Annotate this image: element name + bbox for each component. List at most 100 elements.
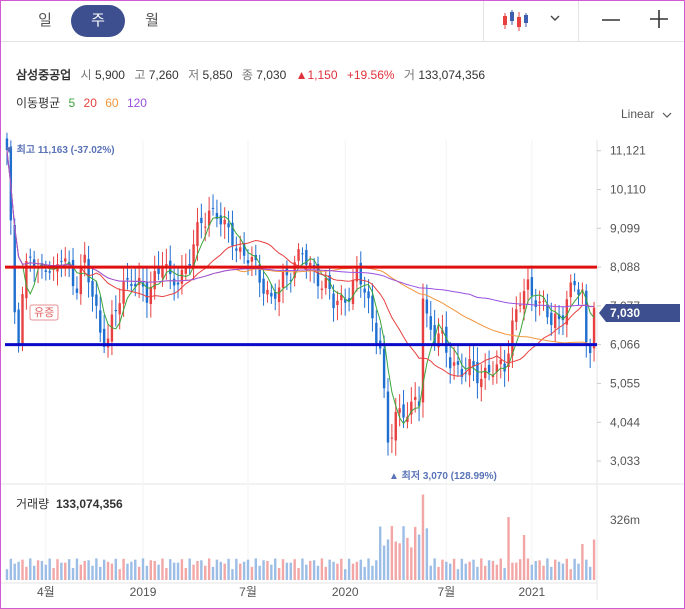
candle-body [60, 260, 63, 262]
ma-5[interactable]: 5 [68, 96, 76, 110]
scale-label: Linear [621, 107, 655, 121]
volume-bar [293, 559, 296, 580]
volume-bar [60, 562, 63, 580]
scale-dropdown[interactable]: Linear [621, 107, 673, 121]
chevron-down-icon[interactable] [546, 9, 564, 27]
ma-120[interactable]: 120 [126, 96, 147, 110]
candle-body [410, 401, 413, 415]
volume-bar [561, 563, 565, 580]
volume-bar [17, 561, 20, 580]
volume-bar [320, 558, 324, 580]
volume-bar [351, 563, 355, 580]
volume-bar [534, 560, 537, 580]
candle-body [445, 326, 448, 353]
candle-body [421, 298, 425, 403]
stock-name: 삼성중공업 [16, 68, 72, 82]
volume-bar [13, 563, 16, 580]
candle-body [71, 259, 75, 287]
candle-body [87, 259, 90, 283]
candle-body [371, 295, 374, 319]
volume-bar [134, 559, 137, 580]
y-tick-label: 11,121 [610, 144, 646, 158]
ma60-line [6, 149, 595, 346]
x-tick-label: 2020 [332, 585, 359, 599]
volume-bar [207, 558, 211, 580]
candle-body [417, 401, 421, 407]
y-tick-label: 4,044 [610, 415, 640, 429]
volume-bar [585, 559, 588, 580]
volume-bar [456, 569, 460, 580]
ma-20[interactable]: 20 [83, 96, 97, 110]
volume-bar [277, 568, 281, 580]
volume-bar [491, 560, 495, 580]
high-label: 고 [134, 68, 146, 82]
volume-bar [550, 566, 553, 580]
ma-60[interactable]: 60 [105, 96, 119, 110]
x-tick-label: 4월 [37, 585, 55, 599]
candle-body [29, 256, 32, 258]
volume-bar [518, 559, 522, 580]
candle-body [320, 288, 324, 290]
candle-body [134, 283, 137, 287]
x-tick-label: 7월 [437, 585, 455, 599]
candle-body [227, 223, 230, 228]
candle-body [542, 301, 545, 303]
ma120-line [6, 149, 595, 308]
tab-daily[interactable]: 일 [38, 12, 52, 29]
y-tick-label: 3,033 [610, 454, 640, 468]
volume-bar [40, 560, 44, 580]
current-price-value: 7,030 [610, 306, 640, 320]
candlestick-icon[interactable] [499, 7, 535, 35]
candle-body [503, 363, 506, 372]
candle-body [344, 298, 347, 303]
volume-bar [526, 558, 530, 580]
toolbar-divider [578, 1, 579, 42]
candle-body [406, 416, 409, 422]
current-price-tag: 7,030 [599, 304, 680, 322]
volume-bar [367, 558, 370, 580]
volume-bar [429, 565, 432, 580]
candle-body [91, 280, 94, 297]
candle-body [538, 301, 541, 304]
candle-body [207, 210, 211, 226]
candle-body [176, 282, 180, 285]
candle-body [480, 378, 483, 388]
candle-body [577, 289, 580, 295]
x-tick-label: 2021 [518, 585, 545, 599]
candle-body [375, 322, 378, 345]
volume-bar [44, 564, 48, 580]
minus-icon[interactable] [599, 10, 623, 30]
volume-bar [499, 558, 502, 580]
candle-body [106, 338, 110, 348]
volume-bar [553, 559, 557, 580]
candle-body [437, 333, 440, 348]
candle-body [141, 282, 145, 287]
volume-bar [542, 565, 545, 580]
candle-body [17, 309, 20, 345]
volume-bar [161, 558, 164, 580]
candle-body [359, 262, 362, 285]
candle-body [452, 362, 456, 366]
volume-bar [332, 561, 335, 580]
ma-label: 이동평균 [16, 96, 61, 110]
plus-icon[interactable] [647, 7, 671, 31]
candle-body [21, 294, 24, 344]
volume-bar [157, 564, 160, 580]
volume-bar [507, 517, 510, 580]
volume-bar [344, 569, 347, 580]
volume-bar [211, 566, 215, 580]
tab-monthly[interactable]: 월 [145, 12, 159, 29]
candle-body [460, 368, 464, 377]
candle-body [394, 411, 397, 441]
volume-bar [363, 566, 366, 580]
volume-bar [511, 562, 514, 580]
volume-bar [289, 562, 292, 580]
candle-body [491, 375, 495, 378]
tab-weekly[interactable]: 주 [71, 5, 125, 37]
candle-body [526, 279, 530, 290]
candle-body [569, 282, 572, 298]
volume-bar [390, 526, 394, 580]
moving-average-legend: 이동평균 5 20 60 120 [16, 94, 152, 111]
volume-bar [5, 569, 9, 580]
